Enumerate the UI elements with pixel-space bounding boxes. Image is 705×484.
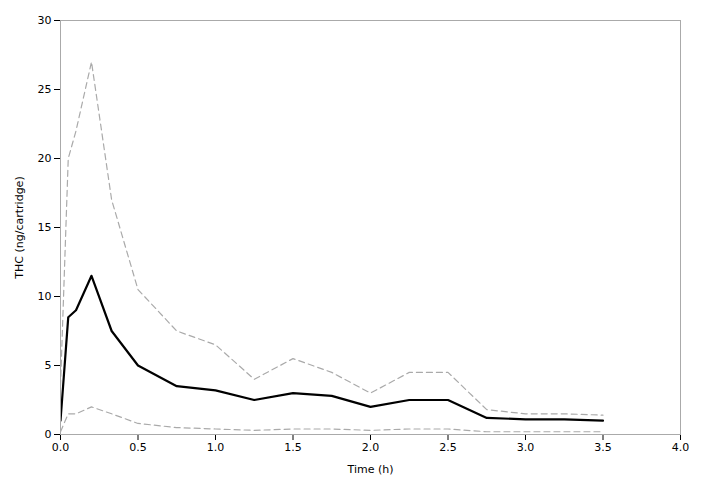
svg-text:1.5: 1.5: [284, 441, 302, 454]
svg-text:4.0: 4.0: [672, 441, 690, 454]
svg-text:3.0: 3.0: [517, 441, 535, 454]
svg-text:1.0: 1.0: [207, 441, 225, 454]
svg-text:2.5: 2.5: [439, 441, 457, 454]
svg-text:5: 5: [45, 359, 52, 372]
svg-text:25: 25: [38, 83, 52, 96]
svg-text:10: 10: [38, 290, 52, 303]
svg-text:0.0: 0.0: [52, 441, 70, 454]
svg-text:0: 0: [45, 428, 52, 441]
svg-text:20: 20: [38, 152, 52, 165]
svg-text:2.0: 2.0: [362, 441, 380, 454]
svg-text:0.5: 0.5: [129, 441, 147, 454]
svg-text:30: 30: [38, 14, 52, 27]
svg-text:Time (h): Time (h): [347, 463, 394, 476]
svg-text:15: 15: [38, 221, 52, 234]
svg-text:THC (ng/cartridge): THC (ng/cartridge): [13, 176, 26, 279]
svg-text:3.5: 3.5: [594, 441, 612, 454]
